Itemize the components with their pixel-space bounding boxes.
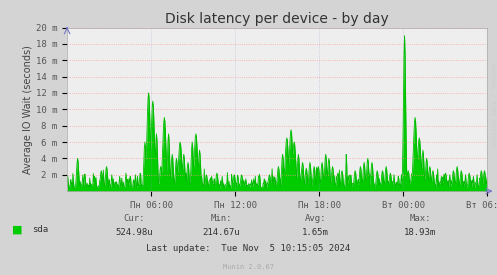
Title: Disk latency per device - by day: Disk latency per device - by day: [165, 12, 389, 26]
Text: 524.98u: 524.98u: [115, 228, 153, 237]
Text: ■: ■: [12, 225, 23, 235]
Text: 1.65m: 1.65m: [302, 228, 329, 237]
Text: sda: sda: [32, 225, 48, 234]
Text: Last update:  Tue Nov  5 10:15:05 2024: Last update: Tue Nov 5 10:15:05 2024: [147, 244, 350, 253]
Text: 214.67u: 214.67u: [202, 228, 240, 237]
Text: Munin 2.0.67: Munin 2.0.67: [223, 264, 274, 270]
Text: Cur:: Cur:: [123, 214, 145, 223]
Y-axis label: Average IO Wait (seconds): Average IO Wait (seconds): [23, 45, 33, 174]
Text: Avg:: Avg:: [305, 214, 327, 223]
Text: 18.93m: 18.93m: [404, 228, 436, 237]
Text: Max:: Max:: [409, 214, 431, 223]
Text: RRDTOOL / TOBI OETIKER: RRDTOOL / TOBI OETIKER: [491, 63, 496, 146]
Text: Min:: Min:: [210, 214, 232, 223]
